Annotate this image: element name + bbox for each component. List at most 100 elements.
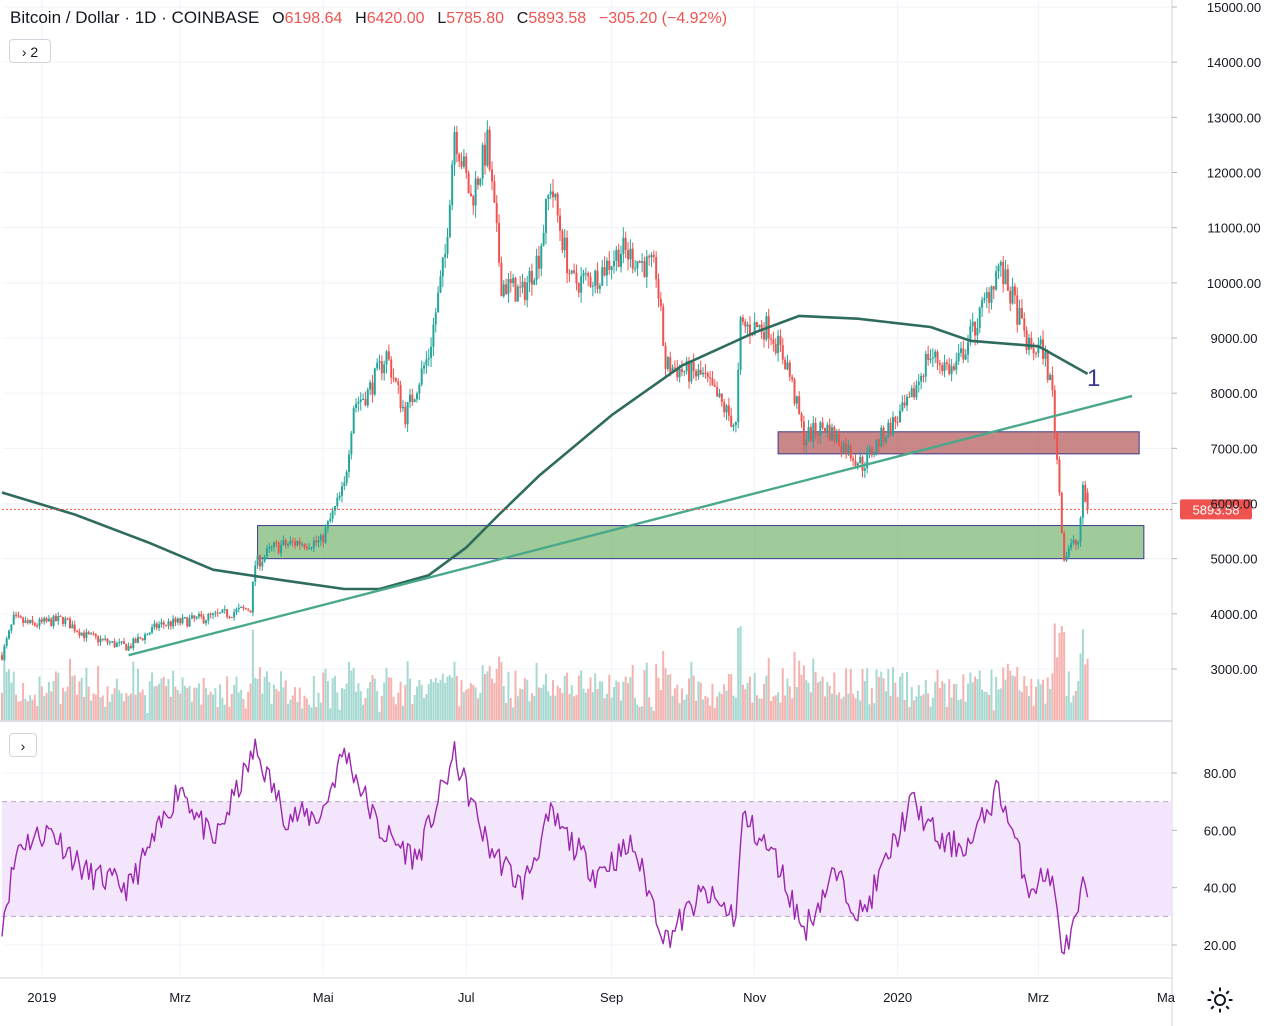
volume-bar	[706, 697, 709, 720]
candle-body	[120, 641, 123, 643]
volume-bar	[978, 670, 981, 720]
candle-body	[908, 396, 911, 398]
candle-body	[981, 300, 984, 308]
candle-body	[899, 410, 902, 423]
gear-icon[interactable]	[1205, 985, 1235, 1015]
volume-bar	[983, 691, 986, 720]
candle-body	[1027, 337, 1030, 350]
candle-body	[772, 339, 775, 344]
volume-bar	[652, 710, 655, 720]
volume-bar	[179, 693, 182, 720]
candle-body	[638, 261, 641, 263]
volume-bar	[828, 685, 831, 720]
candle-body	[247, 609, 250, 611]
candle-body	[753, 322, 756, 336]
candle-body	[296, 541, 299, 546]
volume-bar	[1030, 678, 1033, 720]
volume-bar	[254, 677, 257, 720]
volume-bar	[467, 688, 470, 720]
volume-bar	[791, 698, 794, 720]
candle-body	[444, 253, 447, 258]
volume-bar	[514, 670, 517, 720]
candle-body	[1006, 269, 1009, 291]
candle-body	[92, 633, 95, 635]
volume-bar	[711, 683, 714, 720]
volume-bar	[959, 699, 962, 720]
volume-bar	[383, 682, 386, 720]
candle-body	[549, 191, 552, 195]
volume-bar	[162, 676, 165, 720]
volume-bar	[451, 677, 454, 720]
volume-bar	[59, 704, 62, 720]
volume-bar	[856, 690, 859, 720]
volume-bar	[795, 687, 798, 720]
volume-bar	[315, 706, 318, 720]
candle-body	[943, 362, 946, 372]
volume-bar	[519, 688, 522, 720]
volume-bar	[772, 696, 775, 720]
candle-body	[636, 261, 639, 269]
trendline-group[interactable]	[128, 394, 1133, 657]
candle-body	[94, 634, 97, 637]
volume-bar	[310, 707, 313, 720]
volume-bar	[1044, 703, 1047, 720]
volume-bar	[1032, 705, 1035, 720]
volume-bar	[779, 702, 782, 720]
volume-bar	[111, 694, 114, 720]
candle-body	[183, 617, 186, 619]
candle-body	[153, 623, 156, 628]
candle-body	[385, 351, 388, 365]
volume-bar	[289, 699, 292, 720]
candle-body	[40, 619, 43, 622]
candle-body	[643, 261, 646, 278]
expand-indicators-button[interactable]: › 2	[9, 39, 51, 63]
expand-rsi-button[interactable]: ›	[9, 733, 37, 757]
trendline[interactable]	[128, 394, 1133, 657]
candle-body	[251, 581, 254, 613]
candle-body	[544, 198, 547, 233]
volume-bar	[725, 690, 728, 720]
volume-bar	[373, 678, 376, 720]
candle-body	[1056, 432, 1059, 460]
volume-bar	[476, 698, 479, 720]
volume-bar	[1027, 695, 1030, 720]
time-tick-label: Sep	[600, 990, 623, 1005]
volume-bar	[1058, 632, 1061, 720]
low-key: L	[437, 10, 447, 27]
candle-body	[831, 427, 834, 441]
change-value: −305.20 (−4.92%)	[598, 10, 728, 27]
volume-bar	[418, 679, 421, 720]
candle-body	[80, 632, 83, 636]
volume-bar	[1018, 690, 1021, 720]
candle-body	[1081, 484, 1084, 518]
volume-bar	[61, 687, 64, 720]
volume-bar	[401, 705, 404, 720]
volume-bar	[64, 691, 67, 720]
candle-body	[275, 542, 278, 544]
candle-body	[917, 381, 920, 386]
volume-bar	[113, 688, 116, 720]
volume-bar	[455, 675, 458, 720]
volume-bar	[577, 675, 580, 720]
volume-bar	[15, 694, 18, 720]
candle-body	[146, 634, 149, 636]
candle-body	[746, 324, 749, 327]
candle-body	[272, 542, 275, 547]
volume-bar	[1035, 686, 1038, 720]
volume-bar	[948, 679, 951, 720]
candle-body	[165, 624, 168, 626]
candle-body	[929, 358, 932, 360]
volume-bar	[36, 706, 39, 720]
candle-body	[359, 399, 362, 402]
candle-body	[406, 402, 409, 425]
volume-bar	[296, 701, 299, 720]
volume-bar	[265, 671, 268, 720]
candle-body	[512, 277, 515, 284]
candle-body	[702, 372, 705, 375]
candle-body	[491, 169, 494, 182]
candle-body	[1044, 352, 1047, 359]
candle-body	[479, 178, 482, 185]
candle-body	[727, 405, 730, 416]
candle-body	[648, 256, 651, 258]
